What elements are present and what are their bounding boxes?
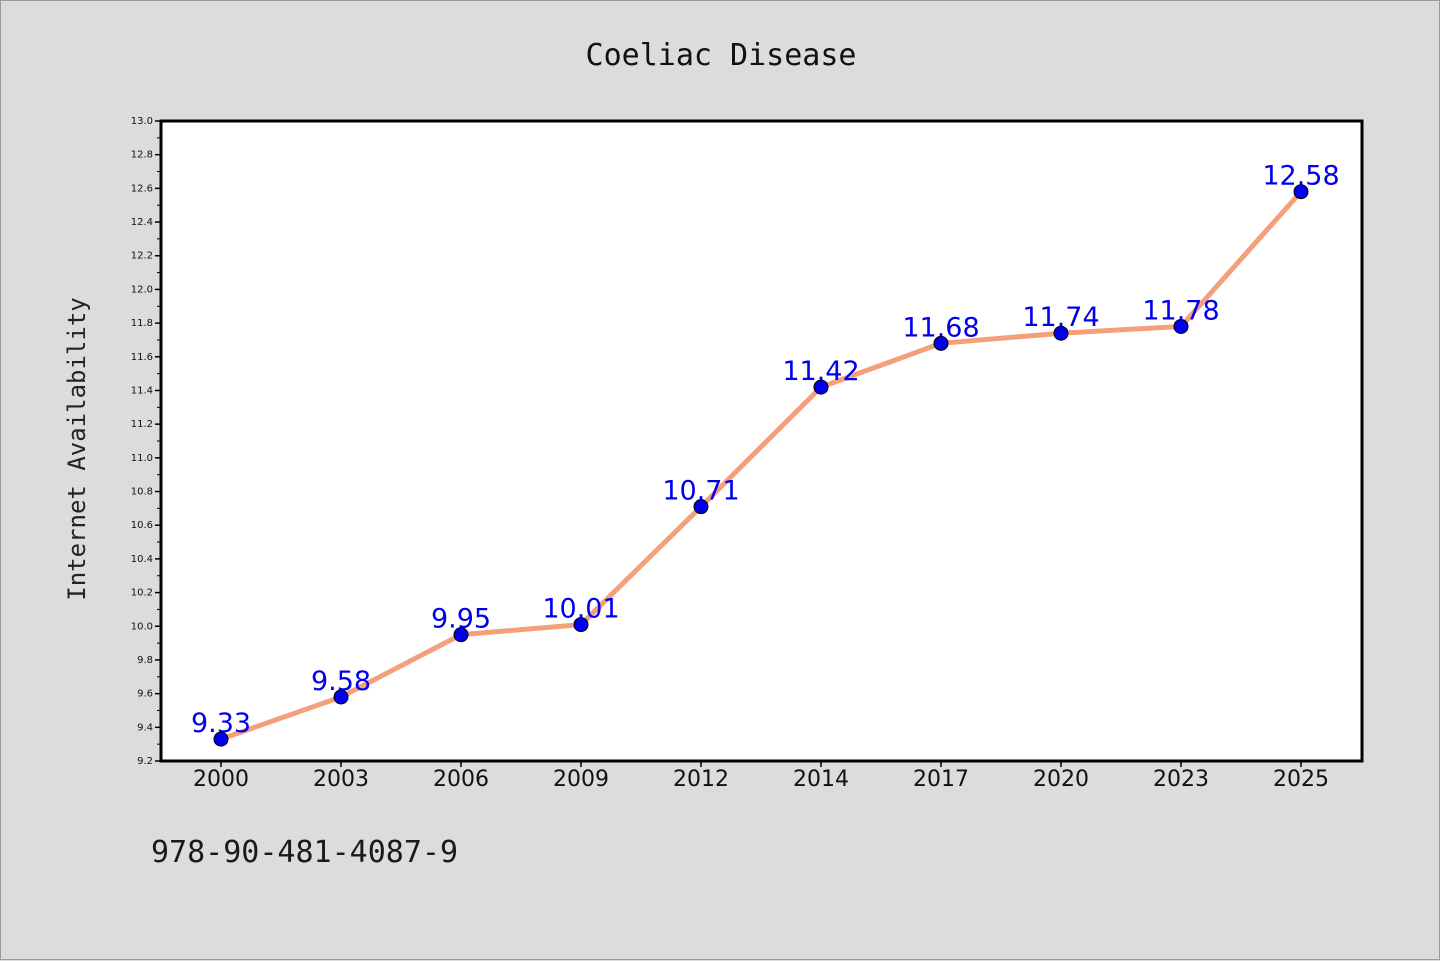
x-tick-label: 2000 xyxy=(193,767,249,792)
data-point xyxy=(933,335,949,351)
y-tick-label: 11.6 xyxy=(131,352,153,363)
data-point xyxy=(1053,325,1069,341)
y-tick-label: 12.6 xyxy=(131,183,153,194)
data-label: 12.58 xyxy=(1262,161,1339,192)
data-point xyxy=(813,379,829,395)
y-tick-label: 9.4 xyxy=(137,722,153,733)
data-point xyxy=(1293,184,1309,200)
y-tick-label: 11.2 xyxy=(131,419,153,430)
y-tick-label: 10.8 xyxy=(131,487,153,498)
data-label: 11.68 xyxy=(902,312,979,343)
y-tick-label: 10.6 xyxy=(131,520,153,531)
data-label: 10.01 xyxy=(542,594,619,625)
y-tick-label: 9.8 xyxy=(137,655,153,666)
x-tick-label: 2014 xyxy=(793,767,849,792)
data-point xyxy=(573,617,589,633)
data-label: 10.71 xyxy=(662,476,739,507)
y-tick-label: 12.4 xyxy=(131,217,153,228)
data-point xyxy=(693,499,709,515)
x-tick-label: 2009 xyxy=(553,767,609,792)
y-tick-label: 9.6 xyxy=(137,689,153,700)
x-axis: 2000 2003 2006 2009 2012 2014 2017 2020 2023 2025 xyxy=(193,761,1329,792)
y-tick-label: 9.2 xyxy=(137,756,153,767)
y-axis: 9.2 9.4 9.6 9.8 10.0 10.2 10.4 10.6 10.8 11.0 11.2… xyxy=(131,116,161,767)
y-tick-label: 11.0 xyxy=(131,453,153,464)
y-tick-label: 10.2 xyxy=(131,588,153,599)
y-tick-label: 12.2 xyxy=(131,251,153,262)
x-tick-label: 2003 xyxy=(313,767,369,792)
chart-title: Coeliac Disease xyxy=(586,38,857,73)
y-tick-label: 10.4 xyxy=(131,554,153,565)
y-axis-label: Internet Availability xyxy=(63,297,91,600)
y-tick-label: 11.8 xyxy=(131,318,153,329)
plot-area xyxy=(159,119,1364,763)
y-tick-label: 12.8 xyxy=(131,150,153,161)
x-tick-label: 2017 xyxy=(913,767,969,792)
y-tick-label: 10.0 xyxy=(131,621,153,632)
data-label: 9.33 xyxy=(191,708,251,739)
x-tick-label: 2012 xyxy=(673,767,729,792)
y-tick-label: 11.4 xyxy=(131,385,153,396)
series-line xyxy=(218,189,1304,742)
y-tick-label: 12.0 xyxy=(131,284,153,295)
x-tick-label: 2006 xyxy=(433,767,489,792)
x-tick-label: 2025 xyxy=(1273,767,1329,792)
data-label: 9.58 xyxy=(311,666,371,697)
x-tick-label: 2023 xyxy=(1153,767,1209,792)
y-tick-label: 13.0 xyxy=(131,116,153,127)
data-point xyxy=(213,731,229,747)
data-label: 11.74 xyxy=(1022,302,1099,333)
data-point xyxy=(1173,318,1189,334)
data-label: 11.78 xyxy=(1142,295,1219,326)
data-point xyxy=(333,689,349,705)
data-label: 11.42 xyxy=(782,356,859,387)
series-layer: 9.33 9.58 9.95 10.01 10.71 11.42 11.68 11.74 11.… xyxy=(191,161,1340,747)
x-tick-label: 2020 xyxy=(1033,767,1089,792)
isbn-text: 978-90-481-4087-9 xyxy=(151,835,459,870)
data-label: 9.95 xyxy=(431,604,491,635)
data-point xyxy=(453,627,469,643)
